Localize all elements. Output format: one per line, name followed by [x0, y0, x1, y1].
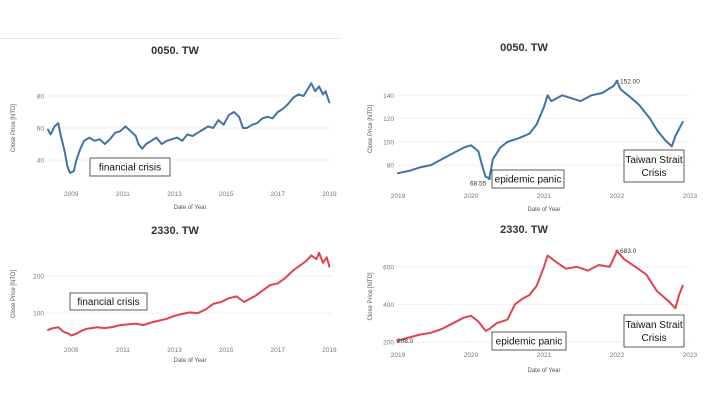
- chart-title: 2330. TW: [151, 225, 199, 237]
- annotation-frame: [623, 149, 685, 183]
- y-tick-label: 120: [383, 116, 394, 123]
- x-tick-label: 2015: [219, 347, 234, 354]
- annotation-box: financial crisis: [89, 157, 171, 177]
- x-tick-label: 2009: [64, 347, 79, 354]
- y-tick-label: 200: [383, 340, 394, 347]
- y-tick-label: 80: [387, 163, 395, 170]
- value-marker: [487, 176, 491, 180]
- series-line: [397, 80, 684, 180]
- x-tick-label: 2020: [464, 193, 479, 200]
- annotation-text: financial crisis: [99, 163, 161, 174]
- annotation-box: epidemic panic: [491, 331, 567, 351]
- chart-2330-2008-2019: 100 200 2009 2011 2013 2015 2017 2019 2330. TW Da…: [11, 225, 337, 364]
- x-tick-label: 2015: [219, 191, 234, 198]
- annotation-text-line2: Crisis: [642, 168, 667, 179]
- annotation-text: financial crisis: [77, 297, 139, 308]
- x-tick-label: 2013: [167, 191, 182, 198]
- x-axis-label: Date of Year: [173, 358, 206, 364]
- annotation-text: epidemic panic: [495, 175, 562, 186]
- annotation-frame: [623, 314, 685, 348]
- x-tick-label: 2019: [391, 193, 406, 200]
- y-tick-label: 100: [383, 139, 394, 146]
- x-tick-label: 2009: [64, 191, 79, 198]
- annotation-text-line2: Crisis: [642, 333, 667, 344]
- x-tick-label: 2017: [271, 347, 286, 354]
- value-marker: [396, 339, 400, 343]
- chart-title: 2330. TW: [500, 224, 548, 236]
- value-label: 152.00: [620, 78, 640, 85]
- value-marker: [615, 249, 619, 253]
- y-tick-label: 140: [383, 93, 394, 100]
- y-axis-label: Close Price [NTD]: [11, 270, 17, 318]
- x-tick-label: 2011: [116, 191, 130, 198]
- y-axis-label: Close Price [NTD]: [368, 105, 374, 153]
- annotation-text: Taiwan Strait: [625, 320, 682, 331]
- x-tick-label: 2022: [610, 193, 625, 200]
- chart-2330-2019-2023: 200 400 600 2019 2020 2021 2022 2023 2330. TW Dat…: [368, 224, 698, 374]
- chart-title: 0050. TW: [151, 45, 199, 57]
- annotation-box: epidemic panic: [491, 169, 565, 189]
- top-left-divider: [0, 38, 340, 39]
- x-tick-label: 2017: [271, 191, 286, 198]
- annotation-frame: [69, 292, 148, 311]
- chart-0050-2019-2023: 80 100 120 140 2019 2020 2021 2022 2023 0050. TW D…: [368, 42, 698, 213]
- chart-title: 0050. TW: [500, 42, 548, 54]
- x-tick-label: 2019: [322, 191, 337, 198]
- x-tick-label: 2020: [464, 352, 479, 359]
- y-tick-label: 80: [37, 94, 45, 101]
- x-axis-label: Date of Year: [527, 368, 560, 374]
- value-label: 683.0: [620, 248, 637, 255]
- x-axis-label: Date of Year: [527, 207, 560, 213]
- x-tick-label: 2021: [537, 352, 552, 359]
- annotation-frame: [491, 169, 565, 189]
- annotation-frame: [89, 157, 171, 177]
- y-axis-label: Close Price [NTD]: [11, 104, 17, 152]
- x-tick-label: 2023: [683, 352, 698, 359]
- value-label: 68.55: [470, 180, 487, 187]
- annotation-text: Taiwan Strait: [625, 155, 682, 166]
- x-tick-label: 2023: [683, 193, 698, 200]
- annotation-box: Taiwan Strait Crisis: [623, 149, 685, 183]
- y-axis-label: Close Price [NTD]: [368, 272, 374, 320]
- x-tick-label: 2013: [167, 347, 182, 354]
- value-marker: [615, 79, 619, 83]
- annotation-frame: [491, 331, 567, 351]
- value-label: 208.0: [397, 338, 414, 345]
- x-tick-label: 2022: [610, 352, 625, 359]
- series-line: [397, 250, 684, 342]
- x-tick-label: 2019: [391, 352, 406, 359]
- series-line: [47, 82, 331, 174]
- y-tick-label: 400: [383, 302, 394, 309]
- x-tick-label: 2019: [322, 347, 337, 354]
- series-line: [47, 251, 331, 337]
- y-tick-label: 600: [383, 264, 394, 271]
- chart-0050-2008-2019: 40 60 80 2009 2011 2013 2015 2017 2019 0050. TW Da…: [11, 45, 337, 211]
- x-tick-label: 2021: [537, 193, 552, 200]
- annotation-box: financial crisis: [69, 292, 148, 311]
- annotation-box: Taiwan Strait Crisis: [623, 314, 685, 348]
- annotation-text: epidemic panic: [496, 337, 563, 348]
- x-tick-label: 2011: [116, 347, 130, 354]
- y-tick-label: 100: [33, 311, 44, 318]
- y-tick-label: 40: [37, 158, 45, 165]
- x-axis-label: Date of Year: [173, 205, 206, 211]
- y-tick-label: 60: [37, 126, 45, 133]
- y-tick-label: 200: [33, 273, 44, 280]
